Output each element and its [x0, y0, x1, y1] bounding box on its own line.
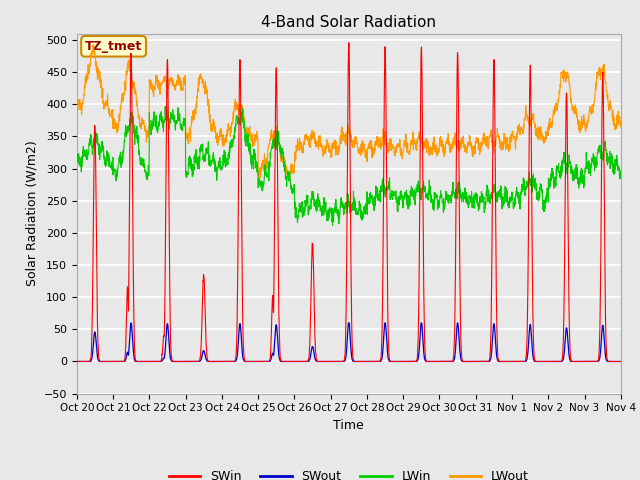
Legend: SWin, SWout, LWin, LWout: SWin, SWout, LWin, LWout	[164, 465, 534, 480]
Title: 4-Band Solar Radiation: 4-Band Solar Radiation	[261, 15, 436, 30]
X-axis label: Time: Time	[333, 419, 364, 432]
Y-axis label: Solar Radiation (W/m2): Solar Radiation (W/m2)	[25, 141, 38, 287]
Text: TZ_tmet: TZ_tmet	[85, 40, 142, 53]
